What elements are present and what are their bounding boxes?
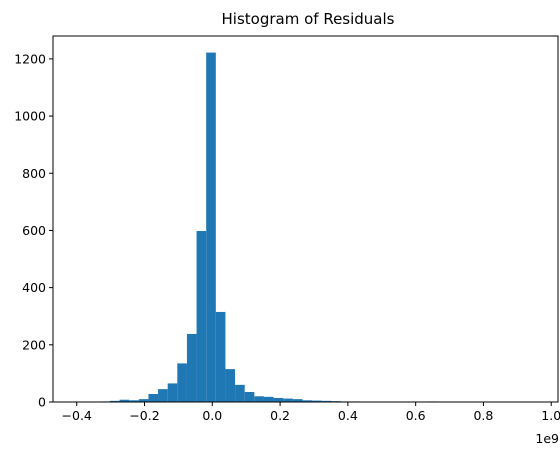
histogram-bar (148, 393, 159, 402)
y-tick-label: 1200 (14, 51, 46, 66)
x-tick-label: −0.4 (62, 408, 92, 423)
x-tick-label: 0.6 (406, 408, 426, 423)
y-tick-label: 400 (22, 280, 46, 295)
y-axis: 0 200 400 600 800 1000 1200 (14, 51, 53, 410)
x-axis: −0.4 −0.2 0.0 0.2 0.4 0.6 0.8 1.0 (62, 402, 560, 423)
x-tick-label: 0.4 (338, 408, 358, 423)
histogram-bar (263, 396, 274, 402)
x-tick-label: 1.0 (541, 408, 560, 423)
histogram-bar (235, 384, 245, 402)
histogram-bar (321, 400, 332, 402)
histogram-bar (196, 231, 207, 402)
y-tick-label: 600 (22, 223, 46, 238)
plot-frame (52, 35, 559, 403)
histogram-bar (283, 398, 293, 402)
x-offset-label: 1e9 (535, 431, 559, 446)
histogram-bar (312, 400, 322, 402)
x-tick-label: 0.2 (270, 408, 290, 423)
histogram-bar (292, 399, 303, 402)
histogram-bars (61, 52, 544, 402)
x-tick-label: 0.8 (473, 408, 493, 423)
histogram-bar (138, 399, 149, 402)
x-tick-label: 0.0 (202, 408, 222, 423)
histogram-bar (186, 333, 197, 402)
histogram-bar (119, 399, 130, 402)
histogram-bar (273, 397, 284, 402)
chart-title: Histogram of Residuals (222, 10, 395, 28)
histogram-bar (167, 383, 178, 402)
x-tick-label: −0.2 (129, 408, 159, 423)
histogram-bar (206, 52, 216, 402)
y-tick-label: 200 (22, 337, 46, 352)
histogram-bar (225, 369, 236, 402)
y-tick-label: 800 (22, 166, 46, 181)
histogram-bar (129, 400, 139, 402)
histogram-bar (215, 311, 226, 402)
histogram-bar (244, 391, 255, 402)
histogram-bar (109, 400, 120, 402)
histogram-bar (158, 389, 168, 402)
histogram-bar (254, 396, 264, 402)
y-tick-label: 0 (38, 395, 46, 410)
histogram-bar (177, 363, 187, 402)
histogram-bar (302, 400, 313, 402)
y-tick-label: 1000 (14, 109, 46, 124)
